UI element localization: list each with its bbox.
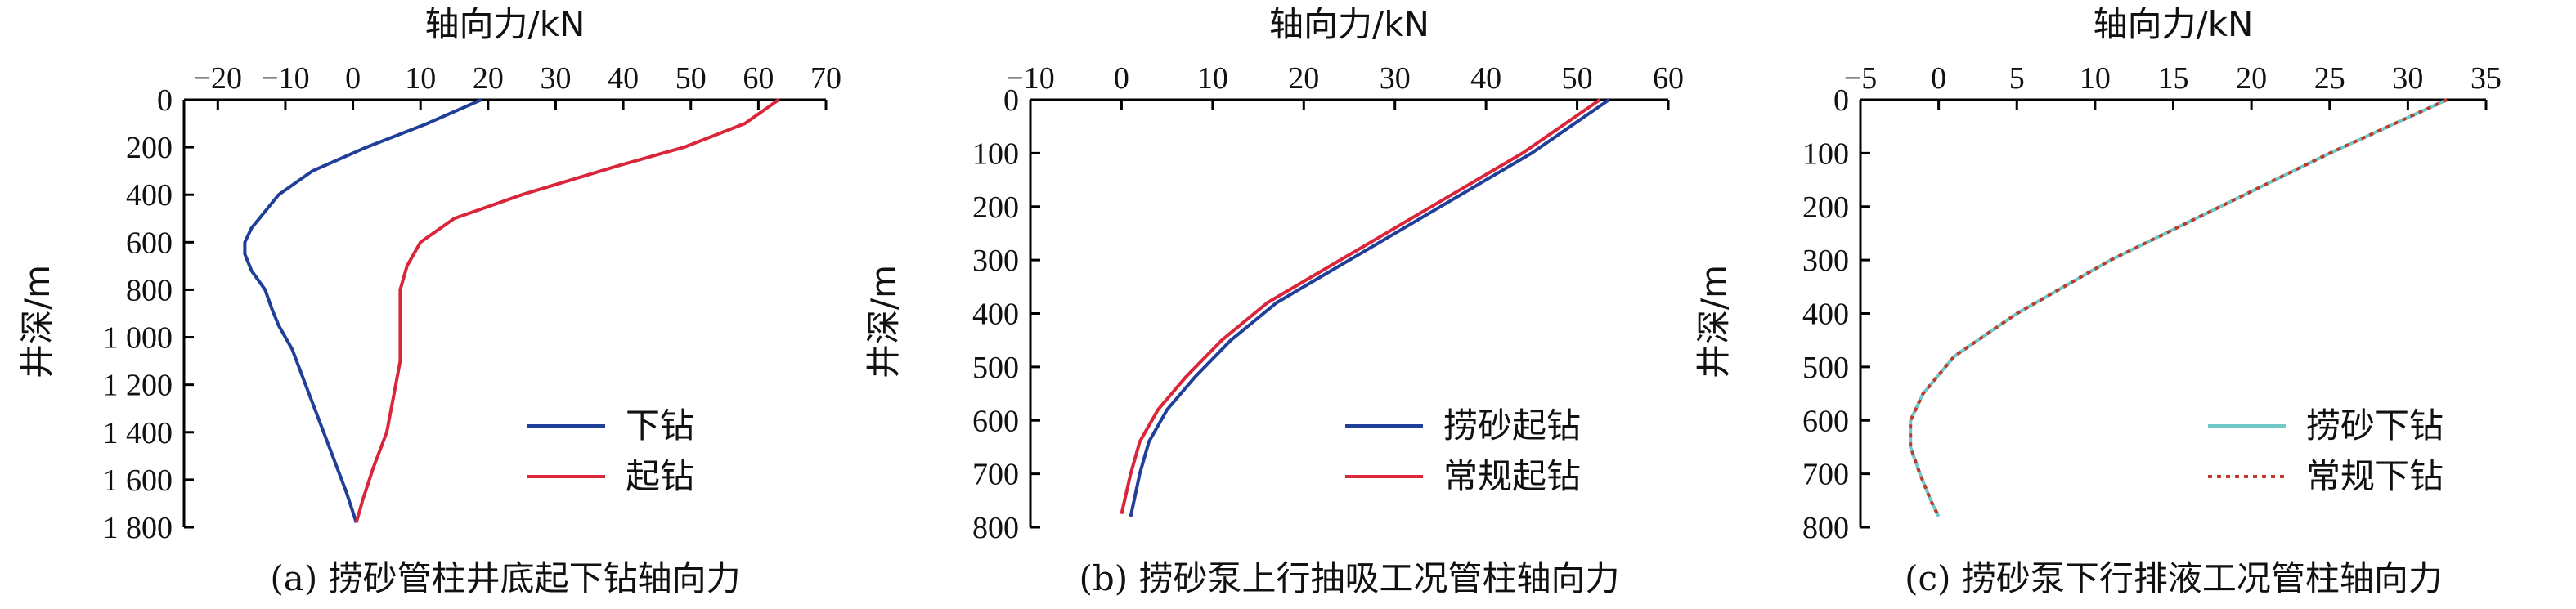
x-tick-label: 20 [473,61,504,96]
y-tick-label: 500 [1802,351,1849,385]
y-tick-label: 800 [1802,511,1849,545]
x-tick-label: −20 [194,61,242,96]
x-tick-label: 0 [345,61,361,96]
chart-panel-1: −20 −10 0 10 20 30 40 50 60 70 0 200 400 600 800 1 000 1… [17,4,841,598]
x-tick-label: 10 [405,61,436,96]
x-axis-title: 轴向力/kN [425,4,586,44]
y-tick-label: 600 [126,226,173,260]
x-tick-label: 30 [2392,61,2423,96]
x-tick-label: 10 [1197,61,1228,96]
x-tick-label: 50 [1562,61,1593,96]
x-tick-label: −5 [1844,61,1877,96]
y-tick-label: 1 000 [103,321,173,356]
x-tick-label: 15 [2158,61,2189,96]
y-tick-label: 400 [1802,298,1849,332]
y-tick-label: 200 [972,190,1019,225]
panel-caption: (c) 捞砂泵下行排液工况管柱轴向力 [1905,558,2443,598]
x-tick-label: 60 [743,61,774,96]
x-tick-label: 20 [2236,61,2267,96]
series-line-1 [243,98,482,523]
x-tick-label: −10 [1006,61,1054,96]
y-tick-label: 1 600 [103,463,173,498]
y-tick-label: 600 [1802,404,1849,438]
x-axis-title: 轴向力/kN [2094,4,2254,44]
x-tick-label: 0 [1931,61,1946,96]
series-line-1 [1909,98,2448,517]
y-tick-label: 500 [972,351,1019,385]
chart-panel-2: −10 0 10 20 30 40 50 60010020030040050060070080… [864,4,1684,598]
x-tick-label: 40 [1470,61,1501,96]
x-tick-label: 70 [810,61,841,96]
y-tick-label: 1 400 [103,416,173,450]
x-tick-label: −10 [261,61,309,96]
y-tick-label: 700 [1802,458,1849,492]
y-tick-label: 100 [972,137,1019,171]
y-axis-title: 井深/m [1694,265,1734,378]
y-tick-label: 300 [1802,244,1849,278]
x-tick-label: 5 [2009,61,2025,96]
y-tick-label: 0 [1003,83,1019,118]
y-tick-label: 300 [972,244,1019,278]
legend-label: 下钻 [626,405,694,446]
x-tick-label: 35 [2471,61,2502,96]
y-axis-title: 井深/m [864,265,904,378]
legend-label: 起钻 [626,456,694,496]
panel-caption: (a) 捞砂管柱井底起下钻轴向力 [270,558,740,598]
x-tick-label: 20 [1288,61,1319,96]
series-line-2 [1120,98,1601,515]
x-tick-label: 30 [1380,61,1411,96]
series-line-1 [1129,98,1610,517]
y-tick-label: 0 [157,83,173,118]
y-tick-label: 1 800 [103,511,173,545]
y-axis-title: 井深/m [17,265,57,378]
y-tick-label: 200 [126,131,173,165]
y-tick-label: 200 [1802,190,1849,225]
legend-label: 捞砂起钻 [1443,405,1581,446]
y-tick-label: 100 [1802,137,1849,171]
x-axis-title: 轴向力/kN [1269,4,1429,44]
legend-label: 捞砂下钻 [2306,405,2444,446]
y-tick-label: 700 [972,458,1019,492]
x-tick-label: 0 [1114,61,1129,96]
x-tick-label: 60 [1653,61,1684,96]
x-tick-label: 10 [2080,61,2111,96]
y-tick-label: 800 [972,511,1019,545]
x-tick-label: 40 [608,61,639,96]
y-tick-label: 600 [972,404,1019,438]
y-tick-label: 800 [126,273,173,307]
x-tick-label: 50 [675,61,707,96]
series-line-2 [354,98,780,523]
x-tick-label: 25 [2314,61,2345,96]
y-tick-label: 400 [126,178,173,213]
x-tick-label: 30 [540,61,571,96]
legend-label: 常规起钻 [1443,456,1581,496]
y-tick-label: 0 [1833,83,1849,118]
panel-caption: (b) 捞砂泵上行抽吸工况管柱轴向力 [1079,558,1619,598]
y-tick-label: 1 200 [103,369,173,403]
y-tick-label: 400 [972,298,1019,332]
series-line-2 [1909,98,2448,517]
legend-label: 常规下钻 [2306,456,2444,496]
chart-panel-3: −5 0 5 10 15 20 25 30 35010020030040050060070080… [1694,4,2502,598]
